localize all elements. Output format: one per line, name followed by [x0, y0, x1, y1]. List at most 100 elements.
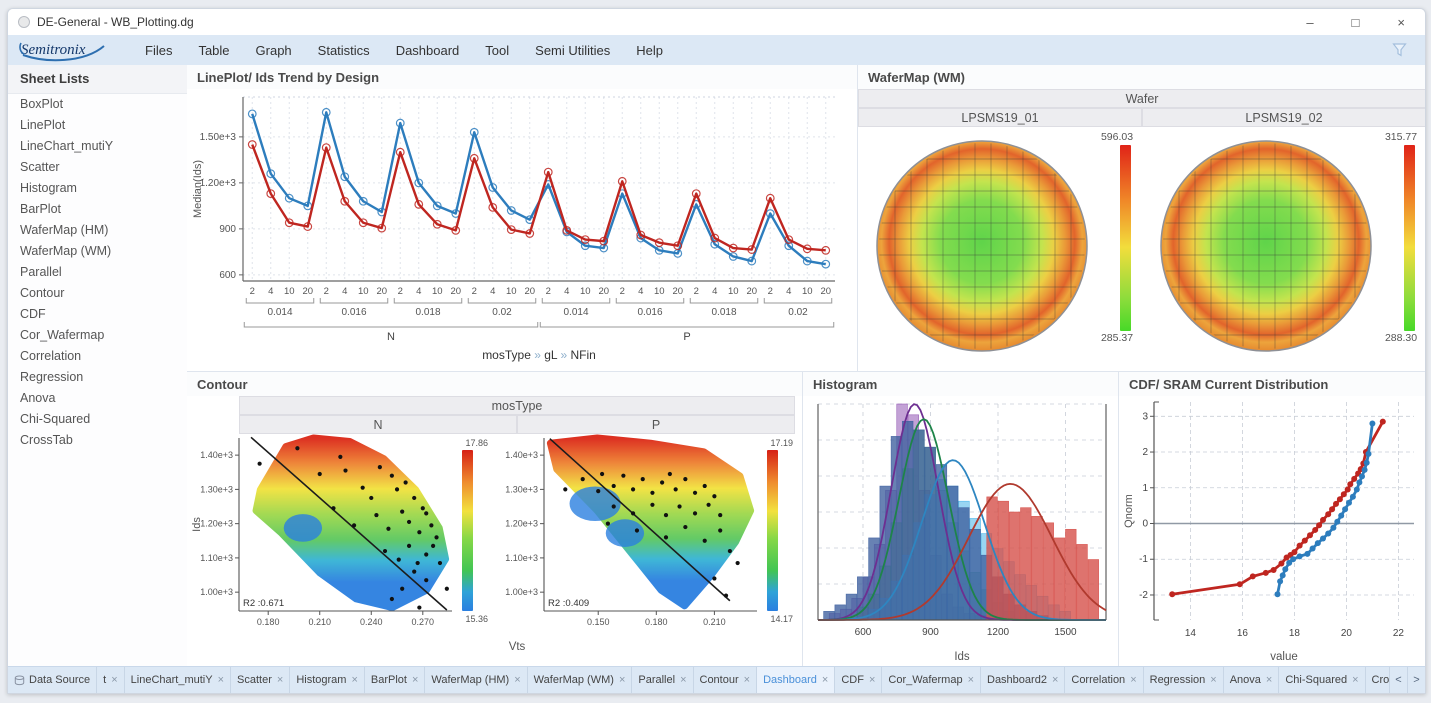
menu-item-graph[interactable]: Graph — [255, 42, 292, 58]
contour-y-tick: 1.40e+3 — [505, 450, 538, 460]
tab-histogram[interactable]: Histogram × — [290, 667, 365, 693]
cdf-x-tick: 14 — [1185, 628, 1197, 639]
nfin-tick-label: 4 — [786, 286, 791, 297]
gl-group-label: 0.02 — [492, 307, 512, 318]
filter-icon[interactable] — [1392, 43, 1415, 57]
sheet-item-contour[interactable]: Contour — [20, 286, 65, 300]
sheet-item-linechart-mutiy[interactable]: LineChart_mutiY — [20, 139, 114, 153]
nfin-tick-label: 10 — [580, 286, 591, 297]
tabs-scroll-left-button[interactable]: < — [1389, 667, 1407, 693]
sheet-item-lineplot[interactable]: LinePlot — [20, 118, 66, 132]
contour-title: Contour — [187, 372, 802, 396]
nfin-tick-label: 10 — [506, 286, 517, 297]
sheet-item-boxplot[interactable]: BoxPlot — [20, 97, 64, 111]
wafermap-panel: WaferMap (WM) Wafer LPSMS19_01 LPSMS19_0… — [857, 65, 1425, 371]
nfin-tick-label: 10 — [358, 286, 369, 297]
menu-item-semi-utilities[interactable]: Semi Utilities — [535, 42, 611, 58]
menu-item-table[interactable]: Table — [198, 42, 230, 58]
wafer-map-lpsms19-02: 315.77 288.30 — [1142, 129, 1425, 361]
sheet-item-chi-squared[interactable]: Chi-Squared — [20, 412, 91, 426]
sheet-item-cdf[interactable]: CDF — [20, 307, 46, 321]
contour-y-tick: 1.30e+3 — [505, 484, 538, 494]
gl-group-label: 0.018 — [415, 307, 440, 318]
tab-anova[interactable]: Anova × — [1224, 667, 1280, 693]
gl-group-label: 0.016 — [637, 307, 662, 318]
sheet-item-cor-wafermap[interactable]: Cor_Wafermap — [20, 328, 105, 342]
y-tick-label: 1.20e+3 — [200, 178, 237, 189]
maximize-button[interactable]: □ — [1351, 14, 1360, 30]
sheet-item-anova[interactable]: Anova — [20, 391, 56, 405]
tab-linechart-mutiy[interactable]: LineChart_mutiY × — [125, 667, 232, 693]
tab-t[interactable]: t × — [97, 667, 125, 693]
tab-wafermap-wm[interactable]: WaferMap (WM) × — [528, 667, 633, 693]
tab-close-icon[interactable]: × — [680, 674, 687, 686]
tab-parallel[interactable]: Parallel × — [632, 667, 694, 693]
tab-barplot[interactable]: BarPlot × — [365, 667, 426, 693]
tab-data-source[interactable]: Data Source — [8, 667, 98, 693]
sheet-item-crosstab[interactable]: CrossTab — [20, 433, 73, 447]
tab-close-icon[interactable]: × — [868, 674, 876, 686]
tab-close-icon[interactable]: × — [276, 674, 284, 686]
cdf-panel: CDF/ SRAM Current Distribution -2 -1 0 1 2 3 1… — [1118, 371, 1425, 667]
nfin-tick-label: 10 — [654, 286, 665, 297]
tab-close-icon[interactable]: × — [1051, 674, 1059, 686]
tab-close-icon[interactable]: × — [514, 674, 521, 686]
tabs-scroll-right-button[interactable]: > — [1407, 667, 1425, 693]
tab-wafermap-hm[interactable]: WaferMap (HM) × — [425, 667, 528, 693]
contour-scale-min: 15.36 — [465, 614, 488, 624]
contour-chart-p: 1.40e+3 1.30e+3 1.20e+3 1.10e+3 1.00e+3 0.150… — [505, 434, 793, 627]
tab-close-icon[interactable]: × — [217, 674, 225, 686]
tab-scatter[interactable]: Scatter × — [231, 667, 291, 693]
sheet-item-wafermap-hm[interactable]: WaferMap (HM) — [20, 223, 109, 237]
contour-subplot-n-header: N — [239, 415, 517, 434]
tab-dashboard2[interactable]: Dashboard2 × — [981, 667, 1066, 693]
tab-close-icon[interactable]: × — [743, 674, 751, 686]
nfin-tick-label: 20 — [746, 286, 757, 297]
menu-item-help[interactable]: Help — [636, 42, 664, 58]
tab-close-icon[interactable]: × — [351, 674, 358, 686]
tab-close-icon[interactable]: × — [1265, 674, 1273, 686]
menu-item-tool[interactable]: Tool — [485, 42, 510, 58]
close-button[interactable]: × — [1397, 14, 1405, 30]
tab-close-icon[interactable]: × — [1130, 674, 1137, 686]
tab-label: t — [103, 674, 107, 686]
sheet-item-histogram[interactable]: Histogram — [20, 181, 77, 195]
contour-y-tick: 1.20e+3 — [505, 519, 538, 529]
tab-close-icon[interactable]: × — [111, 674, 118, 686]
brand-logo-graphic: Semitronix — [19, 42, 105, 62]
tab-close-icon[interactable]: × — [821, 674, 829, 686]
tab-close-icon[interactable]: × — [1210, 674, 1217, 686]
menu-item-dashboard[interactable]: Dashboard — [395, 42, 460, 58]
cdf-y-tick: 2 — [1142, 447, 1148, 458]
cdf-y-tick: -2 — [1139, 590, 1148, 601]
tab-label: Dashboard — [763, 674, 817, 686]
cdf-y-tick: -1 — [1139, 554, 1148, 565]
tab-correlation[interactable]: Correlation × — [1065, 667, 1144, 693]
tab-crosstab[interactable]: CrossTab× — [1366, 667, 1389, 693]
sheet-item-scatter[interactable]: Scatter — [20, 160, 60, 174]
tab-chi-squared[interactable]: Chi-Squared × — [1279, 667, 1366, 693]
tab-cor-wafermap[interactable]: Cor_Wafermap × — [882, 667, 981, 693]
nfin-tick-label: 2 — [398, 286, 403, 297]
sheet-item-correlation[interactable]: Correlation — [20, 349, 82, 363]
tab-close-icon[interactable]: × — [1352, 674, 1359, 686]
tab-contour[interactable]: Contour × — [694, 667, 758, 693]
tab-cdf[interactable]: CDF × — [835, 667, 883, 693]
y-axis-label: Median(Ids) — [192, 160, 204, 218]
wafer-colorbar: 315.77 288.30 — [1385, 129, 1417, 345]
tab-regression[interactable]: Regression × — [1144, 667, 1224, 693]
tab-close-icon[interactable]: × — [618, 674, 626, 686]
tab-close-icon[interactable]: × — [411, 674, 419, 686]
sheet-item-parallel[interactable]: Parallel — [20, 265, 62, 279]
hist-x-axis-label: Ids — [954, 651, 970, 663]
sheet-item-barplot[interactable]: BarPlot — [20, 202, 61, 216]
tab-dashboard[interactable]: Dashboard × — [757, 667, 836, 693]
sheet-item-regression[interactable]: Regression — [20, 370, 84, 384]
menu-item-statistics[interactable]: Statistics — [317, 42, 370, 58]
menu-item-files[interactable]: Files — [145, 42, 173, 58]
minimize-button[interactable]: – — [1306, 14, 1314, 30]
sheet-item-wafermap-wm[interactable]: WaferMap (WM) — [20, 244, 112, 258]
tab-close-icon[interactable]: × — [967, 674, 974, 686]
contour-x-tick: 0.240 — [360, 617, 383, 627]
contour-y-axis-label: Ids — [191, 517, 203, 532]
